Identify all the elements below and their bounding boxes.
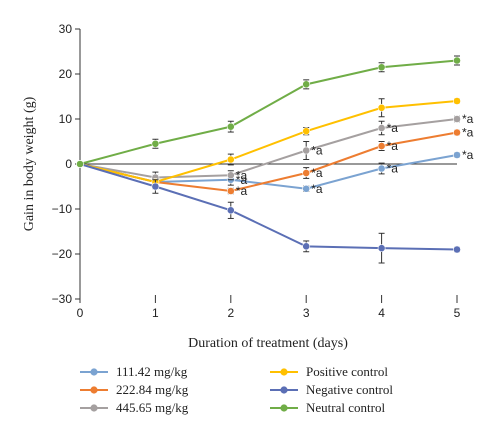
x-tick-label: 0 [77, 306, 84, 320]
legend-label: 445.65 mg/kg [116, 400, 189, 415]
y-axis-title: Gain in body weight (g) [22, 96, 37, 231]
data-point [453, 115, 461, 123]
series-line [79, 100, 458, 184]
series-line [79, 59, 458, 165]
y-tick-label: 10 [59, 112, 73, 126]
data-point [453, 151, 461, 159]
data-point [226, 155, 235, 164]
data-point [302, 169, 311, 177]
data-point [377, 103, 386, 112]
legend-marker [90, 368, 98, 376]
series-line [79, 154, 458, 190]
x-tick-label: 3 [303, 306, 310, 320]
legend-marker [280, 386, 288, 394]
data-point [151, 182, 160, 191]
data-point [302, 127, 311, 136]
data-point [453, 56, 461, 65]
data-point [226, 206, 235, 215]
significance-label: *a [236, 173, 248, 187]
legend-label: 222.84 mg/kg [116, 382, 189, 397]
data-point [302, 146, 311, 155]
y-tick-label: 30 [59, 22, 73, 36]
significance-label: *a [387, 162, 399, 176]
data-point [377, 142, 386, 150]
x-tick-label: 1 [152, 306, 159, 320]
data-point [151, 139, 160, 148]
legend-label: Positive control [306, 364, 388, 379]
significance-label: *a [462, 126, 474, 140]
x-tick-label: 4 [378, 306, 385, 320]
significance-label: *a [236, 168, 248, 182]
series-line [79, 163, 458, 251]
legend: 111.42 mg/kg 222.84 mg/kg 445.65 mg/kg Posi… [80, 364, 393, 415]
legend-label: Neutral control [306, 400, 385, 415]
data-point [76, 160, 84, 168]
legend-marker [280, 368, 288, 376]
legend-label: Negative control [306, 382, 393, 397]
x-tick-label: 5 [454, 306, 461, 320]
data-point [302, 80, 311, 89]
significance-label: *a [311, 166, 323, 180]
y-tick-label: −20 [52, 247, 73, 261]
y-tick-label: −30 [52, 292, 73, 306]
data-point [226, 122, 235, 131]
legend-marker [280, 404, 288, 412]
x-tick-label: 2 [227, 306, 234, 320]
data-point [302, 184, 311, 193]
significance-label: *a [387, 139, 399, 153]
significance-label: *a [311, 144, 323, 158]
significance-label: *a [236, 184, 248, 198]
series-line [79, 131, 458, 193]
data-point [377, 244, 386, 253]
data-point [377, 63, 386, 72]
data-point [453, 128, 461, 137]
y-tick-label: 20 [59, 67, 73, 81]
legend-marker [90, 386, 98, 394]
data-point [226, 171, 235, 180]
series-line [79, 118, 458, 179]
significance-label: *a [462, 112, 474, 126]
legend-marker [90, 404, 98, 412]
significance-label: *a [462, 148, 474, 162]
data-point [226, 187, 235, 195]
x-axis-title: Duration of treatment (days) [188, 336, 348, 351]
data-point [302, 242, 311, 251]
data-point [453, 245, 461, 254]
y-tick-label: 0 [65, 157, 72, 171]
legend-label: 111.42 mg/kg [116, 364, 188, 379]
significance-label: *a [311, 182, 323, 196]
data-point [377, 124, 386, 132]
significance-label: *a [387, 121, 399, 135]
y-tick-label: −10 [52, 202, 73, 216]
data-point [377, 164, 386, 173]
data-point [453, 97, 461, 105]
